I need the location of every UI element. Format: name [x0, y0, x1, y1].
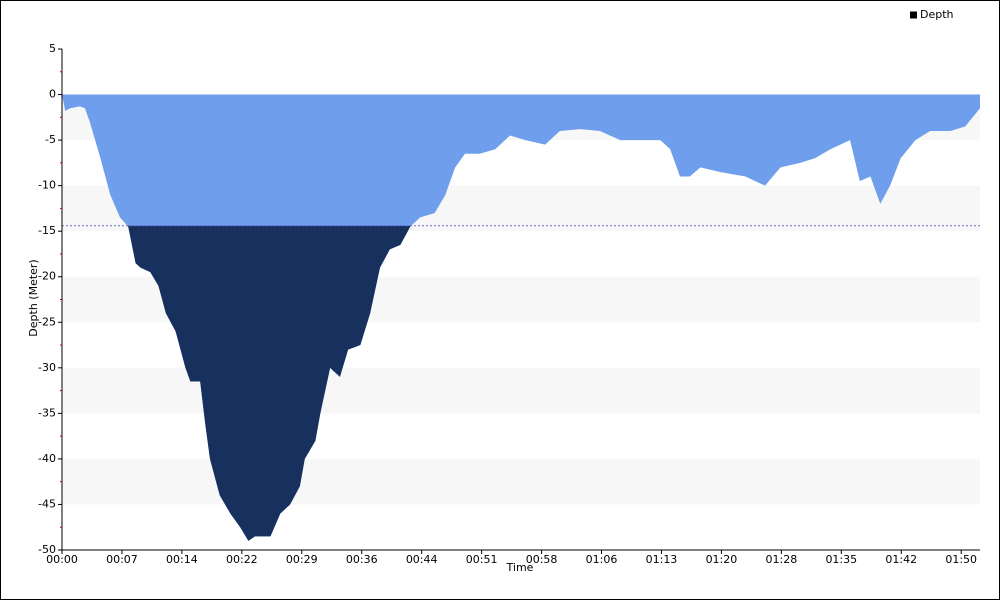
- x-tick-label: 01:06: [586, 553, 618, 566]
- y-tick-label: -35: [38, 406, 56, 419]
- grid-band: [62, 458, 980, 505]
- x-tick-label: 00:44: [406, 553, 438, 566]
- x-tick-label: 01:42: [885, 553, 917, 566]
- y-tick-label: -10: [38, 179, 56, 192]
- x-tick-label: 00:22: [226, 553, 258, 566]
- legend-swatch: [910, 11, 917, 19]
- x-tick-label: 00:29: [286, 553, 318, 566]
- y-tick-label: 0: [49, 88, 56, 101]
- x-tick-label: 00:07: [106, 553, 138, 566]
- depth-area-below: [127, 225, 412, 541]
- x-tick-label: 01:28: [766, 553, 798, 566]
- x-tick-label: 01:13: [646, 553, 678, 566]
- y-tick-label: -25: [38, 315, 56, 328]
- y-tick-label: -45: [38, 497, 56, 510]
- x-tick-label: 00:14: [166, 553, 198, 566]
- x-tick-label: 01:35: [825, 553, 857, 566]
- y-tick-label: -30: [38, 361, 56, 374]
- x-tick-label: 00:51: [466, 553, 498, 566]
- y-tick-label: -50: [38, 543, 56, 556]
- x-axis-label: Time: [506, 561, 534, 574]
- y-tick-label: -5: [45, 133, 56, 146]
- x-tick-label: 00:58: [526, 553, 558, 566]
- y-tick-label: -20: [38, 270, 56, 283]
- x-tick-label: 00:00: [46, 553, 78, 566]
- x-tick-label: 01:20: [706, 553, 738, 566]
- y-tick-label: -15: [38, 224, 56, 237]
- x-tick-label: 00:36: [346, 553, 378, 566]
- y-tick-label: 5: [49, 42, 56, 55]
- y-axis-label: Depth (Meter): [27, 259, 40, 336]
- x-tick-label: 01:50: [945, 553, 977, 566]
- legend-label: Depth: [920, 8, 954, 21]
- y-tick-label: -40: [38, 452, 56, 465]
